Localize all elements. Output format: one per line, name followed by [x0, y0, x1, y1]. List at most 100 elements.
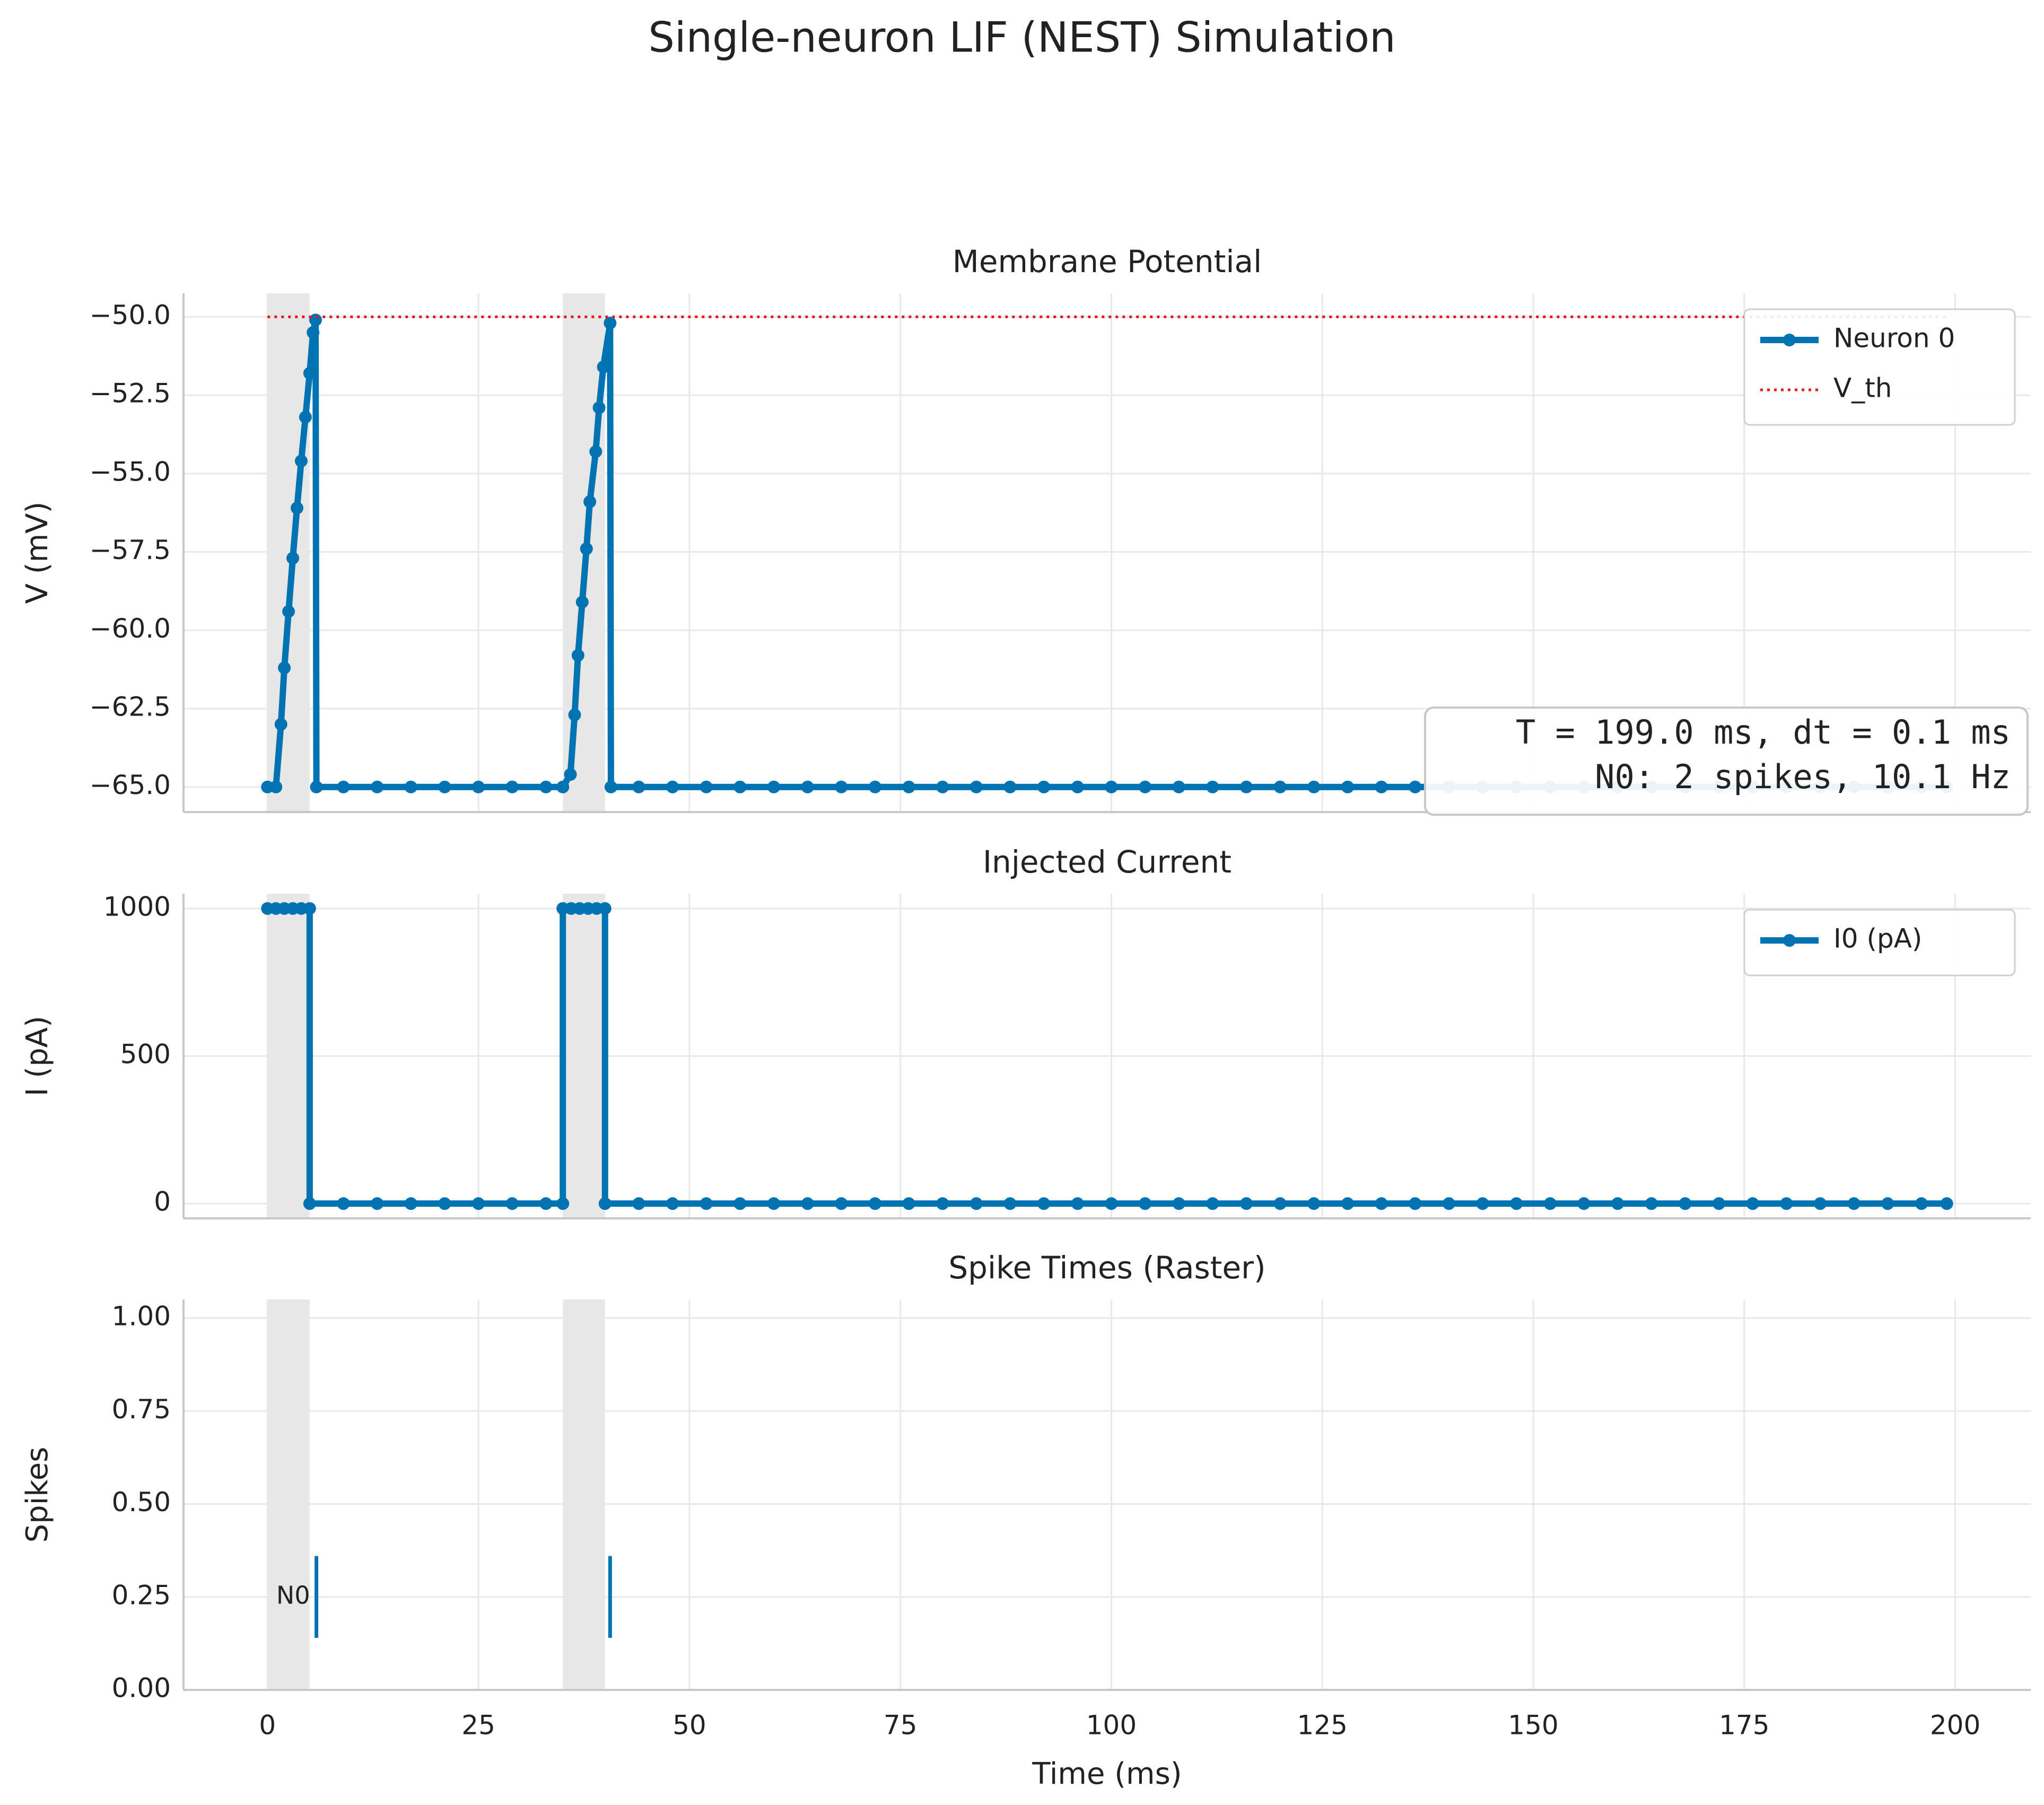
series-marker — [568, 708, 581, 721]
series-marker — [1206, 1197, 1219, 1210]
x-tick-label: 150 — [1508, 1710, 1558, 1741]
series-marker — [1341, 1197, 1354, 1210]
series-marker — [589, 445, 602, 458]
stimulus-window — [267, 1300, 310, 1690]
series-marker — [1341, 780, 1354, 793]
series-marker — [1037, 1197, 1051, 1210]
series-marker — [597, 360, 610, 373]
series-marker — [767, 1197, 781, 1210]
series-marker — [539, 1197, 553, 1210]
series-marker — [371, 780, 384, 793]
series-marker — [310, 780, 323, 793]
series-marker — [1847, 1197, 1860, 1210]
series-marker — [1273, 1197, 1287, 1210]
series-marker — [1409, 780, 1422, 793]
y-tick-label: 0.50 — [112, 1487, 171, 1518]
subplot-title: Spike Times (Raster) — [948, 1250, 1265, 1286]
series-marker — [269, 780, 283, 793]
y-tick-label: −50.0 — [90, 300, 171, 330]
series-marker — [1543, 1197, 1557, 1210]
figure-title: Single-neuron LIF (NEST) Simulation — [648, 14, 1395, 62]
series-marker — [733, 780, 747, 793]
y-tick-label: −55.0 — [90, 456, 171, 487]
x-tick-label: 175 — [1719, 1710, 1769, 1741]
y-tick-label: −52.5 — [90, 378, 171, 409]
y-tick-label: 0.75 — [112, 1394, 171, 1425]
subplot-title: Injected Current — [983, 844, 1231, 880]
series-marker — [1746, 1197, 1759, 1210]
series-marker — [632, 780, 645, 793]
series-marker — [969, 1197, 983, 1210]
series-marker — [303, 367, 316, 380]
annotation-text: T = 199.0 ms, dt = 0.1 ms — [1516, 713, 2011, 752]
y-axis-label: Spikes — [20, 1447, 55, 1543]
y-axis-label: I (pA) — [20, 1016, 55, 1096]
series-marker — [632, 1197, 645, 1210]
series-marker — [580, 542, 593, 555]
x-axis-label: Time (ms) — [1032, 1757, 1182, 1791]
series-marker — [598, 902, 612, 915]
series-marker — [969, 780, 983, 793]
legend-label: V_th — [1833, 373, 1892, 404]
series-marker — [472, 1197, 485, 1210]
series-marker — [1881, 1197, 1894, 1210]
series-marker — [307, 326, 320, 339]
series-marker — [1679, 1197, 1692, 1210]
series-marker — [1139, 1197, 1152, 1210]
series-marker — [1780, 1197, 1793, 1210]
series-marker — [404, 780, 417, 793]
series-marker — [1105, 1197, 1118, 1210]
series-marker — [575, 596, 589, 609]
x-tick-label: 100 — [1086, 1710, 1137, 1741]
series-marker — [604, 317, 617, 330]
series-marker — [291, 501, 304, 515]
series-marker — [1442, 1197, 1455, 1210]
legend-marker — [1783, 334, 1796, 346]
series-marker — [1577, 1197, 1591, 1210]
series-marker — [1375, 1197, 1388, 1210]
series-marker — [801, 780, 814, 793]
x-tick-label: 25 — [461, 1710, 495, 1741]
series-marker — [1139, 780, 1152, 793]
series-marker — [556, 780, 570, 793]
raster-row-label: N0 — [276, 1581, 310, 1609]
series-marker — [303, 902, 316, 915]
y-tick-label: −65.0 — [90, 770, 171, 800]
series-marker — [1940, 1197, 1953, 1210]
series-marker — [1307, 1197, 1321, 1210]
series-marker — [337, 780, 350, 793]
series-marker — [1240, 780, 1253, 793]
annotation-box — [1424, 707, 2029, 816]
series-marker — [278, 661, 291, 675]
series-marker — [505, 1197, 519, 1210]
series-marker — [767, 780, 781, 793]
y-axis-label: V (mV) — [20, 502, 55, 604]
annotation-text: N0: 2 spikes, 10.1 Hz — [1595, 757, 2011, 796]
series-marker — [337, 1197, 350, 1210]
y-tick-label: 0.25 — [112, 1580, 171, 1610]
series-marker — [1172, 780, 1185, 793]
y-tick-label: −60.0 — [90, 613, 171, 644]
legend-marker — [1783, 934, 1796, 947]
series-marker — [1510, 1197, 1523, 1210]
series-marker — [902, 1197, 915, 1210]
series-marker — [274, 718, 287, 731]
subplot-title: Membrane Potential — [953, 243, 1262, 280]
legend-box — [1743, 909, 2016, 976]
series-marker — [371, 1197, 384, 1210]
series-marker — [868, 1197, 881, 1210]
series-marker — [1814, 1197, 1827, 1210]
series-marker — [583, 495, 597, 508]
y-tick-label: 0 — [154, 1187, 171, 1217]
series-marker — [1206, 780, 1219, 793]
series-marker — [1240, 1197, 1253, 1210]
x-tick-label: 50 — [672, 1710, 706, 1741]
series-marker — [556, 1197, 570, 1210]
series-marker — [564, 768, 577, 781]
series-marker — [472, 780, 485, 793]
series-marker — [1375, 780, 1388, 793]
series-marker — [1713, 1197, 1726, 1210]
series-marker — [539, 780, 553, 793]
series-marker — [700, 780, 713, 793]
